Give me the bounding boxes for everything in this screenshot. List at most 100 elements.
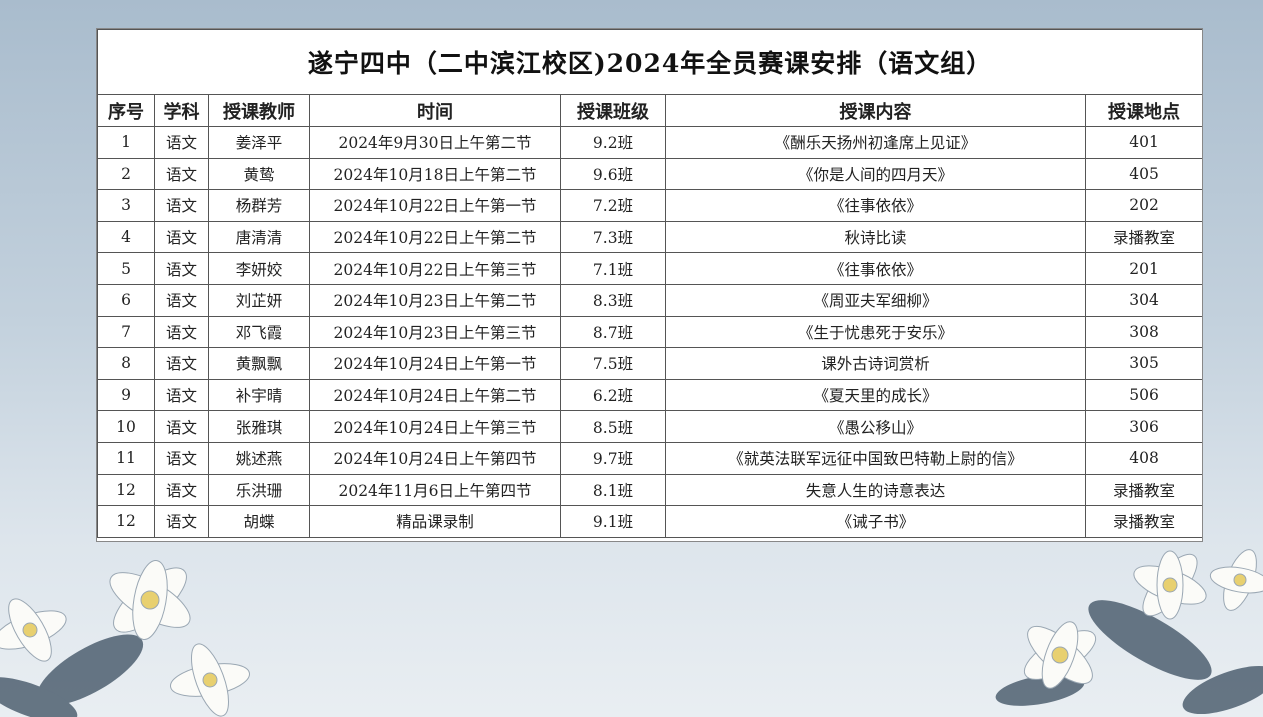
table-row: 5 语文 李妍姣 2024年10月22日上午第三节 7.1班 《往事依依》 201 bbox=[97, 252, 1202, 285]
column-header-class: 授课班级 bbox=[560, 94, 666, 127]
cell-content: 《你是人间的四月天》 bbox=[665, 157, 1086, 191]
schedule-table: 遂宁四中（二中滨江校区)2024年全员赛课安排（语文组） 序号 学科 授课教师 时间授… bbox=[97, 29, 1202, 538]
schedule-sheet: 遂宁四中（二中滨江校区)2024年全员赛课安排（语文组） 序号 学科 授课教师 时间授… bbox=[96, 28, 1203, 542]
header-row: 序号 学科 授课教师 时间 授课班级 授课内容 授课地点 bbox=[97, 94, 1202, 127]
cell-teacher: 刘芷妍 bbox=[208, 283, 310, 317]
table-row: 6 语文 刘芷妍 2024年10月23日上午第二节 8.3班 《周亚夫军细柳》 304 bbox=[97, 283, 1202, 317]
cell-time: 精品课录制 bbox=[309, 505, 561, 538]
column-header-teacher: 授课教师 bbox=[208, 94, 310, 127]
cell-time: 2024年10月24日上午第一节 bbox=[309, 347, 561, 380]
table-row: 4 语文 唐清清 2024年10月22日上午第二节 7.3班 秋诗比读 录播教室 bbox=[97, 220, 1202, 254]
cell-content: 《夏天里的成长》 bbox=[665, 378, 1086, 412]
cell-content: 《就英法联军远征中国致巴特勒上尉的信》 bbox=[665, 441, 1086, 475]
cell-subject: 语文 bbox=[154, 410, 209, 443]
cell-class: 7.2班 bbox=[560, 189, 666, 222]
cell-index: 7 bbox=[97, 315, 155, 349]
cell-class: 9.2班 bbox=[560, 126, 666, 159]
cell-class: 9.6班 bbox=[560, 157, 666, 191]
cell-class: 8.3班 bbox=[560, 283, 666, 317]
cell-index: 9 bbox=[97, 378, 155, 412]
cell-location: 201 bbox=[1084, 252, 1202, 285]
cell-location: 202 bbox=[1084, 189, 1202, 222]
cell-subject: 语文 bbox=[154, 283, 209, 317]
cell-teacher: 邓飞霞 bbox=[208, 315, 310, 349]
cell-location: 308 bbox=[1084, 315, 1202, 349]
cell-class: 7.1班 bbox=[560, 252, 666, 285]
cell-teacher: 姜泽平 bbox=[208, 126, 310, 159]
column-header-subject: 学科 bbox=[154, 94, 209, 127]
cell-teacher: 李妍姣 bbox=[208, 252, 310, 285]
cell-subject: 语文 bbox=[154, 347, 209, 380]
cell-class: 8.7班 bbox=[560, 315, 666, 349]
cell-class: 6.2班 bbox=[560, 378, 666, 412]
cell-teacher: 黄鸷 bbox=[208, 157, 310, 191]
cell-index: 2 bbox=[97, 157, 155, 191]
cell-location: 录播教室 bbox=[1084, 473, 1202, 507]
cell-content: 《诫子书》 bbox=[665, 505, 1086, 538]
table-row: 8 语文 黄飘飘 2024年10月24日上午第一节 7.5班 课外古诗词赏析 305 bbox=[97, 347, 1202, 380]
table-row: 7 语文 邓飞霞 2024年10月23日上午第三节 8.7班 《生于忧患死于安乐》 308 bbox=[97, 315, 1202, 349]
cell-subject: 语文 bbox=[154, 505, 209, 538]
cell-index: 10 bbox=[97, 410, 155, 443]
cell-index: 12 bbox=[97, 473, 155, 507]
cell-time: 2024年10月22日上午第二节 bbox=[309, 220, 561, 254]
cell-location: 401 bbox=[1084, 126, 1202, 159]
cell-subject: 语文 bbox=[154, 315, 209, 349]
cell-content: 《酬乐天扬州初逢席上见证》 bbox=[665, 126, 1086, 159]
cell-content: 《愚公移山》 bbox=[665, 410, 1086, 443]
cell-time: 2024年10月23日上午第三节 bbox=[309, 315, 561, 349]
cell-subject: 语文 bbox=[154, 378, 209, 412]
cell-subject: 语文 bbox=[154, 252, 209, 285]
cell-class: 7.5班 bbox=[560, 347, 666, 380]
cell-content: 《生于忧患死于安乐》 bbox=[665, 315, 1086, 349]
table-row: 10 语文 张雅琪 2024年10月24日上午第三节 8.5班 《愚公移山》 306 bbox=[97, 410, 1202, 443]
cell-time: 2024年10月24日上午第二节 bbox=[309, 378, 561, 412]
cell-content: 《往事依依》 bbox=[665, 189, 1086, 222]
cell-subject: 语文 bbox=[154, 473, 209, 507]
cell-index: 4 bbox=[97, 220, 155, 254]
cell-class: 8.5班 bbox=[560, 410, 666, 443]
cell-class: 9.1班 bbox=[560, 505, 666, 538]
cell-time: 2024年10月23日上午第二节 bbox=[309, 283, 561, 317]
table-row: 12 语文 乐洪珊 2024年11月6日上午第四节 8.1班 失意人生的诗意表达 录播教室 bbox=[97, 473, 1202, 507]
cell-location: 405 bbox=[1084, 157, 1202, 191]
cell-time: 2024年10月24日上午第四节 bbox=[309, 441, 561, 475]
cell-time: 2024年10月22日上午第三节 bbox=[309, 252, 561, 285]
cell-teacher: 乐洪珊 bbox=[208, 473, 310, 507]
cell-time: 2024年10月22日上午第一节 bbox=[309, 189, 561, 222]
cell-content: 秋诗比读 bbox=[665, 220, 1086, 254]
cell-subject: 语文 bbox=[154, 189, 209, 222]
column-header-location: 授课地点 bbox=[1084, 94, 1202, 127]
cell-index: 11 bbox=[97, 441, 155, 475]
cell-teacher: 张雅琪 bbox=[208, 410, 310, 443]
cell-time: 2024年11月6日上午第四节 bbox=[309, 473, 561, 507]
cell-teacher: 补宇晴 bbox=[208, 378, 310, 412]
column-header-content: 授课内容 bbox=[665, 94, 1086, 127]
cell-content: 失意人生的诗意表达 bbox=[665, 473, 1086, 507]
cell-location: 305 bbox=[1084, 347, 1202, 380]
table-row: 9 语文 补宇晴 2024年10月24日上午第二节 6.2班 《夏天里的成长》 506 bbox=[97, 378, 1202, 412]
cell-index: 3 bbox=[97, 189, 155, 222]
cell-class: 8.1班 bbox=[560, 473, 666, 507]
cell-class: 7.3班 bbox=[560, 220, 666, 254]
column-header-time: 时间 bbox=[309, 94, 561, 127]
cell-location: 录播教室 bbox=[1084, 220, 1202, 254]
cell-location: 506 bbox=[1084, 378, 1202, 412]
cell-time: 2024年9月30日上午第二节 bbox=[309, 126, 561, 159]
cell-location: 录播教室 bbox=[1084, 505, 1202, 538]
cell-subject: 语文 bbox=[154, 157, 209, 191]
cell-teacher: 黄飘飘 bbox=[208, 347, 310, 380]
cell-location: 408 bbox=[1084, 441, 1202, 475]
table-row: 3 语文 杨群芳 2024年10月22日上午第一节 7.2班 《往事依依》 202 bbox=[97, 189, 1202, 222]
cell-index: 8 bbox=[97, 347, 155, 380]
cell-subject: 语文 bbox=[154, 126, 209, 159]
table-row: 12 语文 胡蝶 精品课录制 9.1班 《诫子书》 录播教室 bbox=[97, 505, 1202, 538]
cell-teacher: 杨群芳 bbox=[208, 189, 310, 222]
cell-teacher: 胡蝶 bbox=[208, 505, 310, 538]
cell-index: 12 bbox=[97, 505, 155, 538]
cell-teacher: 唐清清 bbox=[208, 220, 310, 254]
cell-time: 2024年10月18日上午第二节 bbox=[309, 157, 561, 191]
table-row: 11 语文 姚述燕 2024年10月24日上午第四节 9.7班 《就英法联军远征中国致巴特… bbox=[97, 441, 1202, 475]
cell-index: 6 bbox=[97, 283, 155, 317]
cell-content: 课外古诗词赏析 bbox=[665, 347, 1086, 380]
